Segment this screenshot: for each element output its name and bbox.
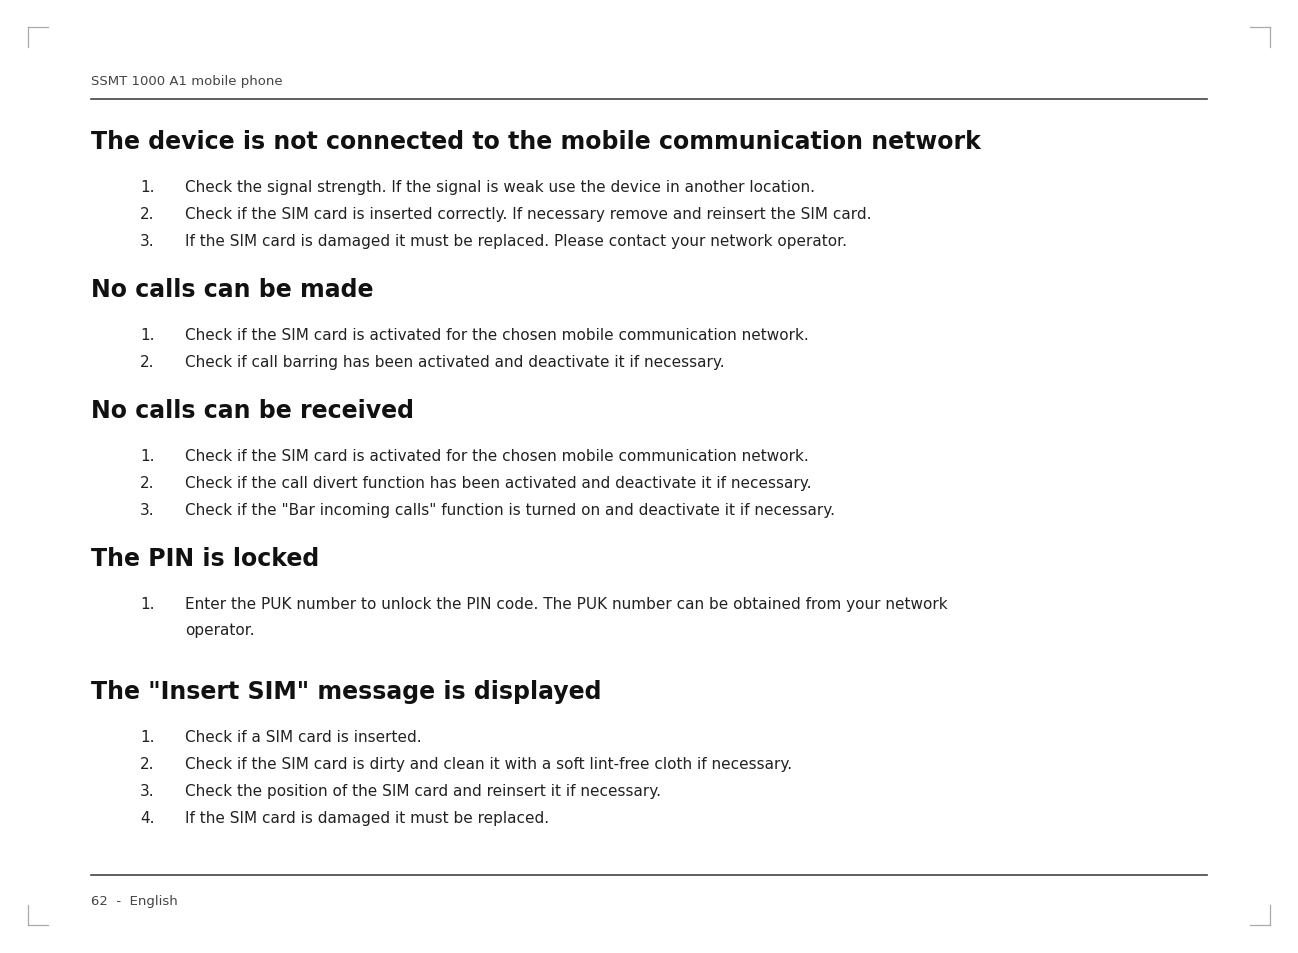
Text: No calls can be made: No calls can be made [91,277,374,302]
Text: Check the position of the SIM card and reinsert it if necessary.: Check the position of the SIM card and r… [186,783,661,799]
Text: 1.: 1. [140,449,154,463]
Text: Check the signal strength. If the signal is weak use the device in another locat: Check the signal strength. If the signal… [186,180,815,194]
Text: SSMT 1000 A1 mobile phone: SSMT 1000 A1 mobile phone [91,75,283,88]
Text: The PIN is locked: The PIN is locked [91,546,319,571]
Text: Check if a SIM card is inserted.: Check if a SIM card is inserted. [186,729,422,744]
Text: 3.: 3. [140,502,154,517]
Text: 1.: 1. [140,180,154,194]
Text: If the SIM card is damaged it must be replaced. Please contact your network oper: If the SIM card is damaged it must be re… [186,233,848,249]
Text: Check if the SIM card is activated for the chosen mobile communication network.: Check if the SIM card is activated for t… [186,328,809,343]
Text: 2.: 2. [140,355,154,370]
Text: Check if the "Bar incoming calls" function is turned on and deactivate it if nec: Check if the "Bar incoming calls" functi… [186,502,835,517]
Text: 1.: 1. [140,729,154,744]
Text: The device is not connected to the mobile communication network: The device is not connected to the mobil… [91,130,981,153]
Text: Check if the SIM card is activated for the chosen mobile communication network.: Check if the SIM card is activated for t… [186,449,809,463]
Text: 1.: 1. [140,597,154,612]
Text: Check if the SIM card is inserted correctly. If necessary remove and reinsert th: Check if the SIM card is inserted correc… [186,207,871,222]
Text: Enter the PUK number to unlock the PIN code. The PUK number can be obtained from: Enter the PUK number to unlock the PIN c… [186,597,948,612]
Text: 3.: 3. [140,783,154,799]
Text: The "Insert SIM" message is displayed: The "Insert SIM" message is displayed [91,679,601,703]
Text: 1.: 1. [140,328,154,343]
Text: 2.: 2. [140,476,154,491]
Text: 4.: 4. [140,810,154,825]
Text: 2.: 2. [140,757,154,771]
Text: Check if the call divert function has been activated and deactivate it if necess: Check if the call divert function has be… [186,476,811,491]
Text: 2.: 2. [140,207,154,222]
Text: 3.: 3. [140,233,154,249]
Text: operator.: operator. [186,622,254,638]
Text: No calls can be received: No calls can be received [91,398,414,422]
Text: Check if the SIM card is dirty and clean it with a soft lint-free cloth if neces: Check if the SIM card is dirty and clean… [186,757,792,771]
Text: Check if call barring has been activated and deactivate it if necessary.: Check if call barring has been activated… [186,355,724,370]
Text: 62  -  English: 62 - English [91,894,178,907]
Text: If the SIM card is damaged it must be replaced.: If the SIM card is damaged it must be re… [186,810,549,825]
